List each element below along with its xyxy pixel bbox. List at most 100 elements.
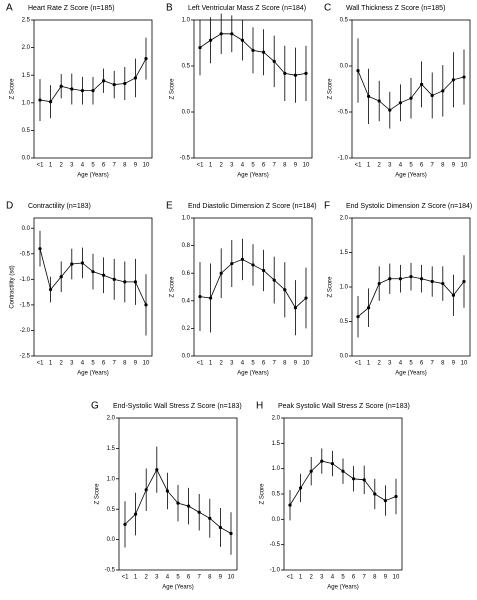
point: [133, 76, 137, 80]
point: [134, 512, 138, 516]
plot-frame: [351, 19, 471, 159]
x-tick-label: <1: [37, 361, 45, 367]
x-tick-label: 10: [461, 361, 468, 367]
x-tick-label: 4: [241, 163, 245, 169]
x-tick-label: 8: [123, 361, 127, 367]
y-tick-label: 0.0: [22, 156, 31, 162]
y-tick-label: -2.5: [20, 354, 31, 360]
point: [198, 295, 202, 299]
x-tick-label: 5: [409, 163, 413, 169]
x-tick-label: 9: [134, 361, 138, 367]
panel-title: End-Systolic Wall Stress Z Score (n=183): [113, 403, 242, 410]
point: [356, 69, 360, 73]
x-axis-label: Age (Years): [327, 585, 358, 591]
panel-title: Wall Thickness Z Score (n=185): [346, 5, 445, 12]
point: [441, 281, 445, 286]
y-tick-label: 1.5: [107, 446, 116, 452]
x-tick-label: 5: [341, 575, 345, 581]
x-tick-label: 10: [393, 575, 400, 581]
point: [451, 293, 455, 297]
point: [398, 277, 402, 281]
panel-letter: D: [6, 201, 13, 212]
x-axis-label: Age (Years): [77, 173, 108, 179]
x-tick-label: <1: [355, 361, 363, 367]
y-tick-label: 0.5: [22, 128, 31, 134]
point: [80, 89, 84, 93]
x-tick-label: 8: [283, 361, 287, 367]
x-tick-label: 3: [155, 575, 159, 581]
y-tick-label: -1.0: [338, 156, 349, 162]
x-tick-label: 10: [228, 575, 235, 581]
point: [430, 279, 434, 284]
x-tick-label: 5: [91, 361, 95, 367]
x-tick-label: 6: [102, 163, 106, 169]
panel-letter: B: [166, 3, 173, 14]
plot-frame: [118, 417, 238, 571]
x-tick-label: 6: [352, 575, 356, 581]
point: [144, 303, 148, 307]
point: [304, 296, 308, 300]
x-tick-label: 1: [209, 163, 213, 169]
x-tick-label: 1: [367, 361, 371, 367]
x-tick-label: 7: [273, 361, 277, 367]
point: [388, 108, 392, 112]
panel-letter: G: [91, 401, 99, 412]
panel-letter: E: [166, 201, 173, 212]
panel-title: End Systolic Dimension Z Score (n=184): [346, 203, 472, 210]
y-tick-label: -0.5: [338, 110, 349, 116]
point: [112, 277, 116, 281]
x-tick-label: 3: [388, 361, 392, 367]
point: [91, 270, 95, 274]
y-tick-label: -0.5: [270, 542, 281, 548]
x-tick-label: 8: [441, 163, 445, 169]
point: [299, 486, 303, 490]
x-tick-label: 10: [303, 361, 310, 367]
y-tick-label: -0.5: [105, 568, 116, 574]
y-tick-label: 0.5: [272, 492, 281, 498]
x-tick-label: 2: [378, 361, 382, 367]
point: [49, 100, 53, 104]
y-tick-label: 0.0: [340, 354, 349, 360]
x-tick-label: 9: [384, 575, 388, 581]
panel-letter: F: [324, 201, 330, 212]
x-axis-label: Age (Years): [162, 585, 193, 591]
point: [80, 261, 84, 265]
y-tick-label: 0.5: [107, 507, 116, 513]
x-tick-label: 3: [320, 575, 324, 581]
y-tick-label: 1.5: [22, 73, 31, 79]
point: [112, 82, 116, 87]
y-axis-label: Contractility (sd): [10, 265, 16, 308]
point: [388, 277, 392, 281]
x-tick-label: 5: [251, 361, 255, 367]
point: [165, 489, 169, 493]
x-tick-label: 1: [49, 361, 53, 367]
point: [219, 32, 223, 36]
x-tick-label: 1: [134, 575, 138, 581]
y-tick-label: 1.0: [107, 476, 116, 482]
x-tick-label: 5: [176, 575, 180, 581]
point: [288, 503, 292, 507]
x-tick-label: 10: [143, 361, 150, 367]
panel-title: Peak Systolic Wall Stress Z Score (n=183…: [278, 403, 410, 410]
x-tick-label: 8: [123, 163, 127, 169]
x-tick-label: 9: [452, 361, 456, 367]
y-tick-label: 1.5: [340, 250, 349, 256]
x-tick-label: 7: [113, 163, 117, 169]
y-tick-label: 2.0: [340, 216, 349, 222]
x-tick-label: 1: [209, 361, 213, 367]
x-tick-label: <1: [197, 163, 205, 169]
y-axis-label: Z Score: [328, 78, 334, 100]
point: [49, 287, 53, 292]
x-tick-label: 2: [378, 163, 382, 169]
x-tick-label: 3: [388, 163, 392, 169]
x-tick-label: 10: [461, 163, 468, 169]
x-axis-label: Age (Years): [395, 371, 426, 377]
panel-letter: H: [256, 401, 263, 412]
point: [377, 99, 381, 103]
point: [430, 93, 434, 98]
y-tick-label: 0.0: [182, 354, 191, 360]
point: [59, 275, 63, 279]
point: [420, 277, 424, 281]
point: [219, 271, 223, 275]
point: [38, 98, 42, 102]
